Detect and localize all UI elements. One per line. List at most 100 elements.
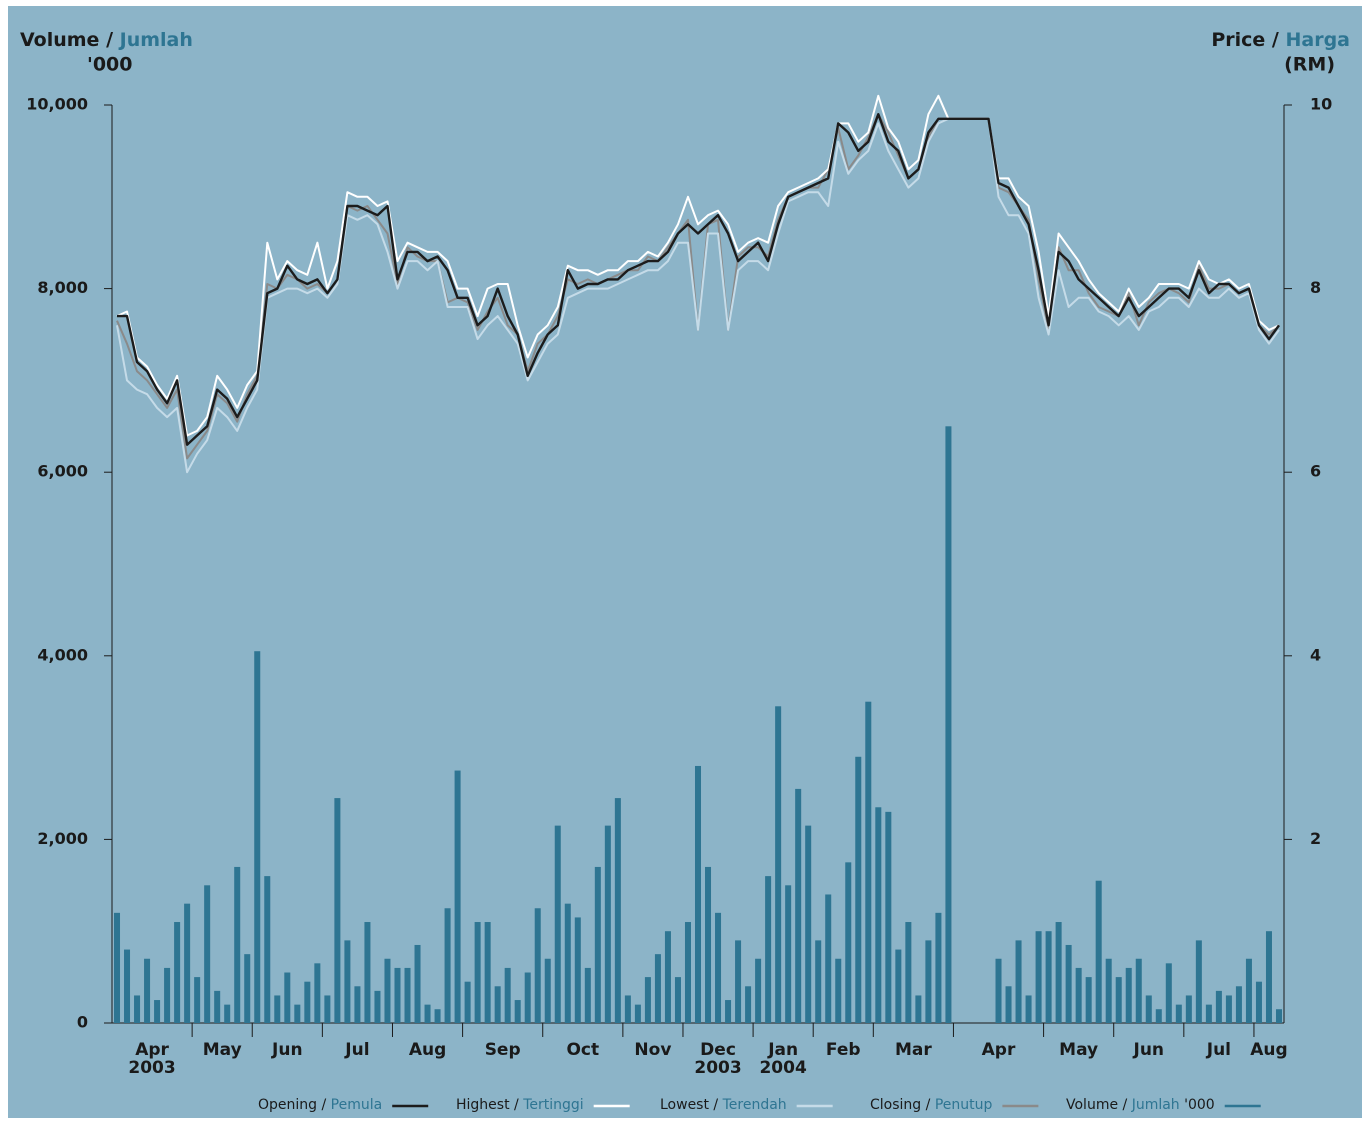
volume-bar — [1235, 986, 1242, 1023]
volume-bar — [534, 908, 541, 1023]
y-tick-label: 4,000 — [37, 645, 88, 664]
y2-tick-label: 4 — [1310, 645, 1321, 664]
volume-bar — [174, 922, 181, 1023]
volume-bar — [234, 866, 241, 1023]
volume-bar — [865, 701, 872, 1023]
y-tick-label: 10,000 — [26, 95, 88, 114]
volume-bar — [765, 876, 772, 1023]
volume-bar — [745, 986, 752, 1023]
volume-bar — [694, 765, 702, 1023]
x-tick-label: Nov — [634, 1040, 671, 1060]
volume-bar — [634, 1004, 641, 1023]
legend-label: Opening / Pemula — [258, 1097, 382, 1113]
legend-label: Highest / Tertinggi — [456, 1097, 584, 1113]
volume-bar — [284, 972, 291, 1023]
volume-bar — [1035, 931, 1042, 1023]
volume-bar — [995, 958, 1002, 1023]
volume-bar — [594, 866, 601, 1023]
volume-bar — [1245, 958, 1252, 1023]
x-tick-label: Aug — [1250, 1040, 1287, 1060]
x-year-label: 2003 — [694, 1058, 741, 1078]
volume-bar — [1255, 981, 1262, 1023]
volume-bar — [334, 798, 341, 1023]
x-tick-label: Apr — [135, 1040, 169, 1060]
y2-label-alt: Harga — [1285, 29, 1350, 51]
volume-bar — [414, 944, 421, 1023]
volume-bar — [504, 967, 511, 1023]
volume-bar — [624, 995, 631, 1023]
x-year-label: 2004 — [759, 1058, 806, 1078]
volume-bar — [494, 986, 501, 1023]
y-label: Volume — [20, 29, 99, 51]
volume-bar — [684, 922, 691, 1023]
legend-name: Opening — [258, 1097, 317, 1113]
x-tick-label: May — [203, 1040, 242, 1060]
volume-bar — [1105, 958, 1112, 1023]
volume-bar — [925, 940, 932, 1023]
volume-bar — [144, 958, 151, 1023]
volume-bar — [294, 1004, 301, 1023]
volume-bar — [835, 958, 842, 1023]
volume-bar — [474, 922, 481, 1023]
volume-bar — [715, 912, 722, 1023]
volume-bar — [1005, 986, 1012, 1023]
volume-bar — [184, 903, 191, 1023]
y2-tick-label: 8 — [1310, 278, 1321, 297]
volume-bar — [785, 885, 792, 1023]
x-tick-label: Feb — [826, 1040, 861, 1060]
volume-bar — [1085, 977, 1092, 1023]
legend-name: Highest — [456, 1097, 510, 1113]
volume-bar — [1215, 990, 1222, 1023]
volume-bar — [404, 967, 411, 1023]
legend-label: Closing / Penutup — [870, 1097, 992, 1113]
legend-name: Closing — [870, 1097, 921, 1113]
volume-bar — [915, 995, 922, 1023]
volume-bar — [134, 995, 141, 1023]
volume-bar — [464, 981, 471, 1023]
volume-bar — [564, 903, 571, 1023]
y2-tick-label: 10 — [1310, 95, 1332, 114]
volume-bar — [905, 922, 912, 1023]
x-tick-label: Jan — [767, 1040, 798, 1060]
legend-alt-name: Tertinggi — [522, 1097, 583, 1113]
legend-alt-name: Penutup — [935, 1097, 993, 1113]
y-tick-label: 0 — [77, 1013, 88, 1032]
volume-bar — [424, 1004, 431, 1023]
volume-bar — [584, 967, 591, 1023]
volume-bar — [1075, 967, 1082, 1023]
volume-bar — [444, 908, 451, 1023]
volume-bar — [304, 981, 311, 1023]
volume-bar — [1185, 995, 1192, 1023]
volume-bar — [204, 885, 211, 1023]
legend-sep: / — [1118, 1097, 1132, 1113]
price-line — [116, 117, 1280, 474]
volume-bar — [1145, 995, 1152, 1023]
x-tick-label: Jul — [1206, 1040, 1231, 1060]
volume-bar — [895, 949, 902, 1023]
volume-bar — [1065, 944, 1072, 1023]
volume-bar — [875, 807, 882, 1023]
volume-bar — [825, 894, 832, 1023]
volume-bar — [725, 1000, 732, 1023]
legend-sep: / — [921, 1097, 935, 1113]
volume-bar — [644, 977, 651, 1023]
volume-bar — [664, 931, 671, 1023]
volume-bar — [314, 963, 321, 1023]
volume-bar — [454, 770, 461, 1023]
y-label-alt: Jumlah — [118, 29, 193, 51]
volume-bar — [805, 825, 812, 1023]
volume-bar — [324, 995, 331, 1023]
y-axis-title: Volume / Jumlah — [20, 29, 193, 51]
volume-bar — [544, 958, 551, 1023]
volume-bar — [1155, 1009, 1162, 1023]
y-tick-label: 8,000 — [37, 278, 88, 297]
volume-bar — [1265, 931, 1272, 1023]
volume-bar — [254, 651, 261, 1023]
x-tick-label: Oct — [566, 1040, 599, 1060]
volume-bar — [1045, 931, 1052, 1023]
volume-bar — [1275, 1009, 1282, 1023]
volume-bar — [795, 788, 802, 1023]
legend-sep: / — [317, 1097, 331, 1113]
volume-bar — [1225, 995, 1232, 1023]
volume-bar — [1025, 995, 1032, 1023]
